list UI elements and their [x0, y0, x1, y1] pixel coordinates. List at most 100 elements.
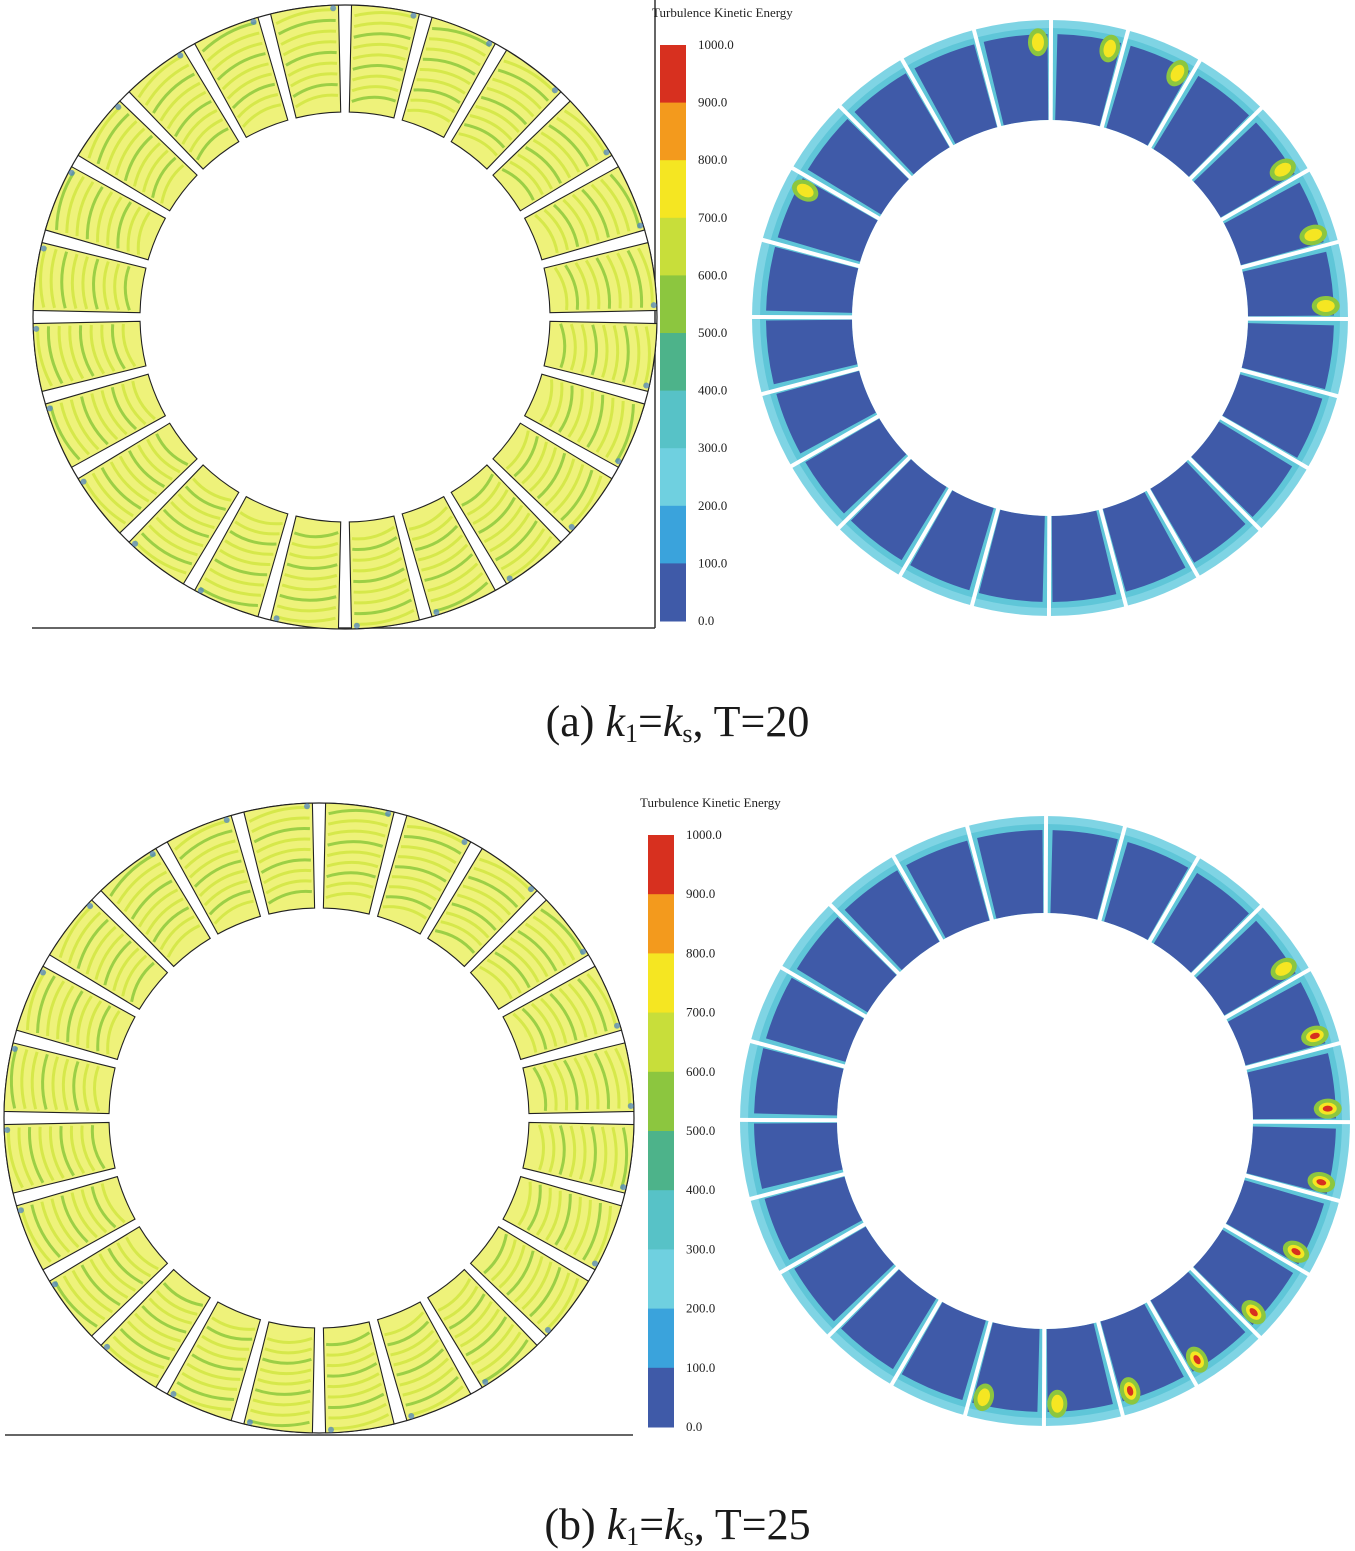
separation-vortex [150, 851, 156, 857]
separation-vortex [580, 949, 586, 955]
colorbar-segment [660, 218, 686, 276]
colorbar-tick-label: 500.0 [686, 1123, 715, 1138]
figure-caption: (a) k1=ks, T=20 [0, 700, 1355, 747]
panel-a: Turbulence Kinetic Energy 1000.0 900.0 800.… [0, 0, 1355, 780]
colorbar-tick-label: 1000.0 [698, 37, 734, 52]
separation-vortex [507, 575, 513, 581]
separation-vortex [615, 458, 621, 464]
separation-vortex [18, 1207, 24, 1213]
separation-vortex [40, 969, 46, 975]
colorbar-segment [648, 1131, 674, 1191]
separation-vortex [552, 87, 558, 93]
separation-vortex [614, 1023, 620, 1029]
colorbar-segment [648, 835, 674, 895]
separation-vortex [33, 326, 39, 332]
separation-vortex [482, 1379, 488, 1385]
separation-vortex [12, 1046, 18, 1052]
figure-caption: (b) k1=ks, T=25 [0, 1503, 1355, 1550]
separation-vortex [433, 609, 439, 615]
colorbar-segment [648, 1249, 674, 1309]
separation-vortex [603, 149, 609, 155]
panel-b-figure: Turbulence Kinetic Energy 1000.0 900.0 800.… [0, 785, 1355, 1465]
legend-title: Turbulence Kinetic Energy [652, 5, 793, 20]
colorbar-segment [648, 1309, 674, 1369]
colorbar-tick-label: 400.0 [698, 383, 727, 398]
streamline-ring [4, 803, 634, 1433]
contour-ring [739, 815, 1351, 1427]
colorbar-segment [648, 953, 674, 1013]
separation-vortex [643, 382, 649, 388]
panel-a-figure: Turbulence Kinetic Energy 1000.0 900.0 800.… [0, 0, 1355, 700]
separation-vortex [628, 1103, 634, 1109]
colorbar-tick-label: 300.0 [698, 440, 727, 455]
separation-vortex [47, 405, 53, 411]
colorbar-tick-label: 400.0 [686, 1182, 715, 1197]
separation-vortex [115, 104, 121, 110]
separation-vortex [620, 1184, 626, 1190]
separation-vortex [177, 53, 183, 59]
separation-vortex [304, 803, 310, 809]
separation-vortex [486, 41, 492, 47]
separation-vortex [274, 615, 280, 621]
separation-vortex [545, 1327, 551, 1333]
separation-vortex [104, 1344, 110, 1350]
separation-vortex [170, 1391, 176, 1397]
separation-vortex [651, 302, 657, 308]
separation-vortex [462, 839, 468, 845]
colorbar-segment [660, 333, 686, 391]
colorbar-segment [660, 275, 686, 333]
separation-vortex [41, 246, 47, 252]
separation-vortex [69, 170, 75, 176]
separation-vortex [81, 479, 87, 485]
hub [837, 913, 1253, 1329]
colorbar-segment [660, 103, 686, 161]
colorbar-segment [660, 391, 686, 449]
separation-vortex [410, 13, 416, 19]
colorbar-tick-label: 700.0 [686, 1005, 715, 1020]
colorbar-segment [648, 1368, 674, 1428]
colorbar-tick-label: 900.0 [686, 886, 715, 901]
panel-b: Turbulence Kinetic Energy 1000.0 900.0 800.… [0, 785, 1355, 1545]
separation-vortex [328, 1427, 334, 1433]
colorbar-segment [648, 1072, 674, 1132]
colorbar-tick-label: 100.0 [686, 1360, 715, 1375]
colorbar-tick-label: 200.0 [698, 498, 727, 513]
separation-vortex [408, 1413, 414, 1419]
hub [115, 914, 523, 1322]
colorbar-segment [648, 1190, 674, 1250]
separation-vortex [247, 1419, 253, 1425]
separation-vortex [354, 623, 360, 629]
colorbar-tick-label: 0.0 [698, 613, 714, 628]
colorbar-tick-label: 300.0 [686, 1241, 715, 1256]
separation-vortex [87, 903, 93, 909]
separation-vortex [592, 1261, 598, 1267]
colorbar-tick-label: 600.0 [686, 1064, 715, 1079]
colorbar-tick-label: 800.0 [686, 945, 715, 960]
hub [852, 120, 1248, 516]
colorbar-tick-label: 800.0 [698, 152, 727, 167]
contour-ring [751, 19, 1349, 617]
separation-vortex [528, 886, 534, 892]
colorbar-tick-label: 900.0 [698, 95, 727, 110]
separation-vortex [385, 811, 391, 817]
colorbar-tick-label: 700.0 [698, 210, 727, 225]
separation-vortex [330, 5, 336, 11]
separation-vortex [198, 587, 204, 593]
separation-vortex [4, 1127, 10, 1133]
separation-vortex [224, 817, 230, 823]
legend-title: Turbulence Kinetic Energy [640, 795, 781, 810]
colorbar-segment [648, 894, 674, 954]
colorbar-segment [660, 160, 686, 218]
colorbar-tick-label: 200.0 [686, 1301, 715, 1316]
separation-vortex [132, 541, 138, 547]
colorbar-tick-label: 100.0 [698, 555, 727, 570]
colorbar-tick-label: 1000.0 [686, 827, 722, 842]
streamline-ring [33, 5, 657, 629]
separation-vortex [251, 19, 257, 25]
colorbar-tick-label: 0.0 [686, 1419, 702, 1434]
colorbar-segment [660, 506, 686, 564]
colorbar-segment [660, 563, 686, 621]
colorbar-tick-label: 500.0 [698, 325, 727, 340]
colorbar-tick-label: 600.0 [698, 267, 727, 282]
separation-vortex [52, 1281, 58, 1287]
